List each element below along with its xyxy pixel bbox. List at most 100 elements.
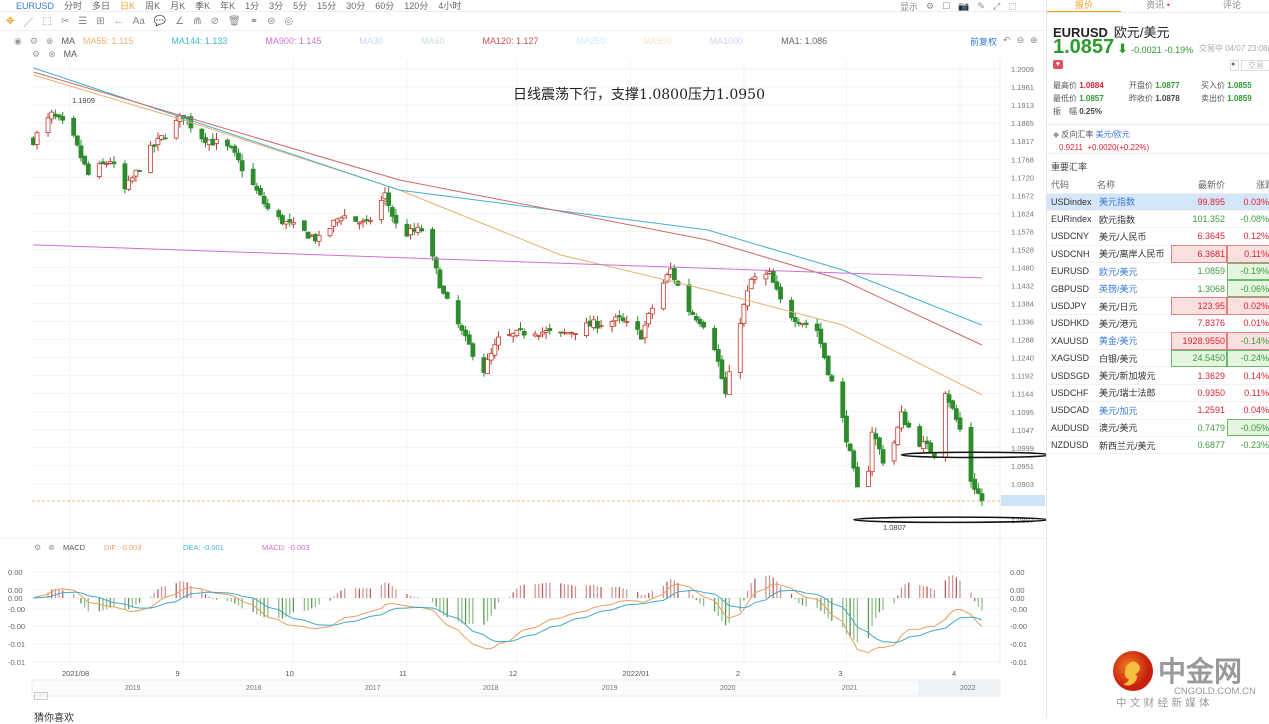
pen-icon[interactable]: ✎ xyxy=(977,0,985,11)
rate-row[interactable]: USDCAD 美元/加元 1.2591 0.04% xyxy=(1047,401,1269,420)
period-2[interactable]: 日K xyxy=(120,1,136,11)
rate-name[interactable]: 欧元/美元 xyxy=(1097,262,1171,281)
ma-legend-item[interactable]: MA30 xyxy=(359,36,383,46)
tool-icon-8[interactable]: 💬 xyxy=(153,16,167,27)
alert-icon[interactable]: ● xyxy=(1230,60,1239,71)
tool-icon-6[interactable]: ← xyxy=(113,16,124,27)
period-12[interactable]: 60分 xyxy=(375,1,395,11)
rate-pct: -0.14% xyxy=(1227,332,1269,351)
ma-legend-item[interactable]: MA55: 1.115 xyxy=(82,36,134,46)
adjust-button[interactable]: 前复权 xyxy=(970,37,998,47)
price-tick: 1.1913 xyxy=(1011,101,1034,110)
tool-icon-13[interactable]: ⚭ xyxy=(249,16,259,27)
ma-legend-item[interactable]: MA60 xyxy=(420,36,445,46)
rate-row[interactable]: USDSGD 美元/新加坡元 1.3629 0.14% xyxy=(1047,366,1269,385)
trade-button[interactable]: 交易 xyxy=(1241,60,1269,71)
rate-code: XAUUSD xyxy=(1047,332,1097,351)
rate-name: 美元/新加坡元 xyxy=(1097,366,1171,385)
rate-row[interactable]: GBPUSD 英镑/美元 1.3068 -0.06% xyxy=(1047,279,1269,298)
camera-icon[interactable]: 📷 xyxy=(958,0,970,11)
tab-quote[interactable]: 报价 xyxy=(1047,0,1121,12)
period-8[interactable]: 3分 xyxy=(269,1,284,11)
rate-row[interactable]: AUDUSD 澳元/美元 0.7479 -0.05% xyxy=(1047,419,1269,437)
rate-row[interactable]: USDJPY 美元/日元 123.95 0.02% xyxy=(1047,297,1269,316)
settings-icon[interactable]: ⚙ xyxy=(926,0,935,11)
tool-icon-3[interactable]: ✂ xyxy=(60,16,70,27)
close-icon[interactable]: ⊗ xyxy=(45,35,54,46)
tool-icon-5[interactable]: ⊞ xyxy=(96,16,105,27)
ma-legend-item[interactable]: MA1000 xyxy=(709,36,744,46)
tool-icon-15[interactable]: ◎ xyxy=(284,16,294,27)
rate-row[interactable]: USDCNH 美元/离岸人民币 6.3681 0.11% xyxy=(1047,245,1269,264)
rate-row[interactable]: USDCHF 美元/瑞士法郎 0.9350 0.11% xyxy=(1047,384,1269,403)
more-button[interactable]: ··· xyxy=(34,692,48,700)
chart-right-controls: 前复权 ↶ ⊖ ⊕ xyxy=(970,35,1038,48)
period-1[interactable]: 多日 xyxy=(92,1,111,11)
navigator-window[interactable] xyxy=(918,680,1000,696)
ma-legend-item[interactable]: MA144: 1.133 xyxy=(171,36,228,46)
settings-icon[interactable]: ⚙ xyxy=(32,48,41,59)
rate-code: USDSGD xyxy=(1047,366,1097,385)
period-14[interactable]: 4小时 xyxy=(438,1,462,11)
navigator-year: 2019 xyxy=(602,685,618,692)
indicator-name[interactable]: MA xyxy=(61,36,75,46)
tool-icon-11[interactable]: ⊘ xyxy=(210,16,220,27)
period-13[interactable]: 120分 xyxy=(404,1,429,11)
zoom-in-icon[interactable]: ⊕ xyxy=(1030,35,1038,45)
candle-body xyxy=(353,216,359,222)
rate-row[interactable]: USDCNY 美元/人民币 6.3645 0.12% xyxy=(1047,227,1269,246)
inverse-pair-link[interactable]: 美元/欧元 xyxy=(1095,130,1130,139)
rate-row[interactable]: XAUUSD 黄金/美元 1928.9550 -0.14% xyxy=(1047,332,1269,351)
tool-icon-0[interactable]: ✥ xyxy=(6,16,15,27)
ma-legend-item[interactable]: MA500 xyxy=(643,36,672,46)
rate-name[interactable]: 美元指数 xyxy=(1097,193,1171,211)
rate-row[interactable]: XAGUSD 白银/美元 24.5450 -0.24% xyxy=(1047,349,1269,368)
rate-row[interactable]: USDHKD 美元/港元 7.8376 0.01% xyxy=(1047,314,1269,333)
rate-pct: -0.06% xyxy=(1227,279,1269,298)
tool-icon-2[interactable]: ⬚ xyxy=(42,16,52,27)
ma-legend-item[interactable]: MA120: 1.127 xyxy=(482,36,539,46)
display-menu[interactable]: 显示 xyxy=(900,1,919,12)
rate-name[interactable]: 美元/加元 xyxy=(1097,401,1171,420)
symbol-label[interactable]: EURUSD xyxy=(16,0,55,11)
settings-icon[interactable]: ⚙ xyxy=(29,35,38,46)
ma-legend-item[interactable]: MA900: 1.145 xyxy=(265,36,322,46)
tool-icon-10[interactable]: ⋒ xyxy=(193,16,202,27)
period-0[interactable]: 分时 xyxy=(64,1,83,11)
period-11[interactable]: 30分 xyxy=(346,1,366,11)
rate-row[interactable]: NZDUSD 新西兰元/美元 0.6877 -0.23% xyxy=(1047,436,1269,455)
visibility-icon[interactable]: ◉ xyxy=(14,35,22,46)
zoom-out-icon[interactable]: ⊖ xyxy=(1016,35,1025,45)
period-7[interactable]: 1分 xyxy=(245,1,260,11)
kline-chart[interactable]: 1.2009 1.1961 1.1913 1.1865 1.1817 1.1768 1.17… xyxy=(0,60,1046,705)
panel-icon[interactable]: ⬚ xyxy=(1008,0,1017,11)
undo-icon[interactable]: ↶ xyxy=(1003,35,1011,45)
layout-icon[interactable]: ☐ xyxy=(942,0,951,11)
indicator-name[interactable]: MA xyxy=(63,49,78,59)
fullscreen-icon[interactable]: ⤢ xyxy=(992,0,1001,11)
period-5[interactable]: 季K xyxy=(195,1,211,11)
tab-news[interactable]: 资讯 • xyxy=(1121,0,1195,12)
tool-icon-7[interactable]: Aa xyxy=(132,16,145,27)
tool-icon-12[interactable]: 🗑 xyxy=(228,16,241,27)
candle-body xyxy=(463,329,468,337)
period-6[interactable]: 年K xyxy=(220,1,236,11)
tool-icon-14[interactable]: ⊜ xyxy=(267,16,276,27)
rate-name[interactable]: 黄金/美元 xyxy=(1097,332,1171,351)
tool-icon-1[interactable]: ／ xyxy=(23,18,34,29)
tool-icon-9[interactable]: ∠ xyxy=(175,16,185,27)
tool-icon-4[interactable]: ☰ xyxy=(78,16,88,27)
tab-comments[interactable]: 评论 xyxy=(1222,0,1241,10)
period-9[interactable]: 5分 xyxy=(293,1,308,11)
rate-row[interactable]: EURUSD 欧元/美元 1.0859 -0.19% xyxy=(1047,262,1269,281)
rate-row[interactable]: USDindex 美元指数 99.895 0.03% xyxy=(1047,193,1269,211)
favorite-heart-icon[interactable]: ♥ xyxy=(1053,60,1063,69)
period-4[interactable]: 月K xyxy=(170,1,186,11)
ma-legend-item[interactable]: MA250 xyxy=(576,36,606,46)
period-3[interactable]: 周K xyxy=(145,1,161,11)
rate-name[interactable]: 英镑/美元 xyxy=(1097,279,1171,298)
close-icon[interactable]: ⊗ xyxy=(48,48,56,59)
rate-row[interactable]: EURindex 欧元指数 101.352 -0.08% xyxy=(1047,210,1269,229)
period-10[interactable]: 15分 xyxy=(317,1,337,11)
ma-legend-item[interactable]: MA1: 1.086 xyxy=(781,36,828,46)
